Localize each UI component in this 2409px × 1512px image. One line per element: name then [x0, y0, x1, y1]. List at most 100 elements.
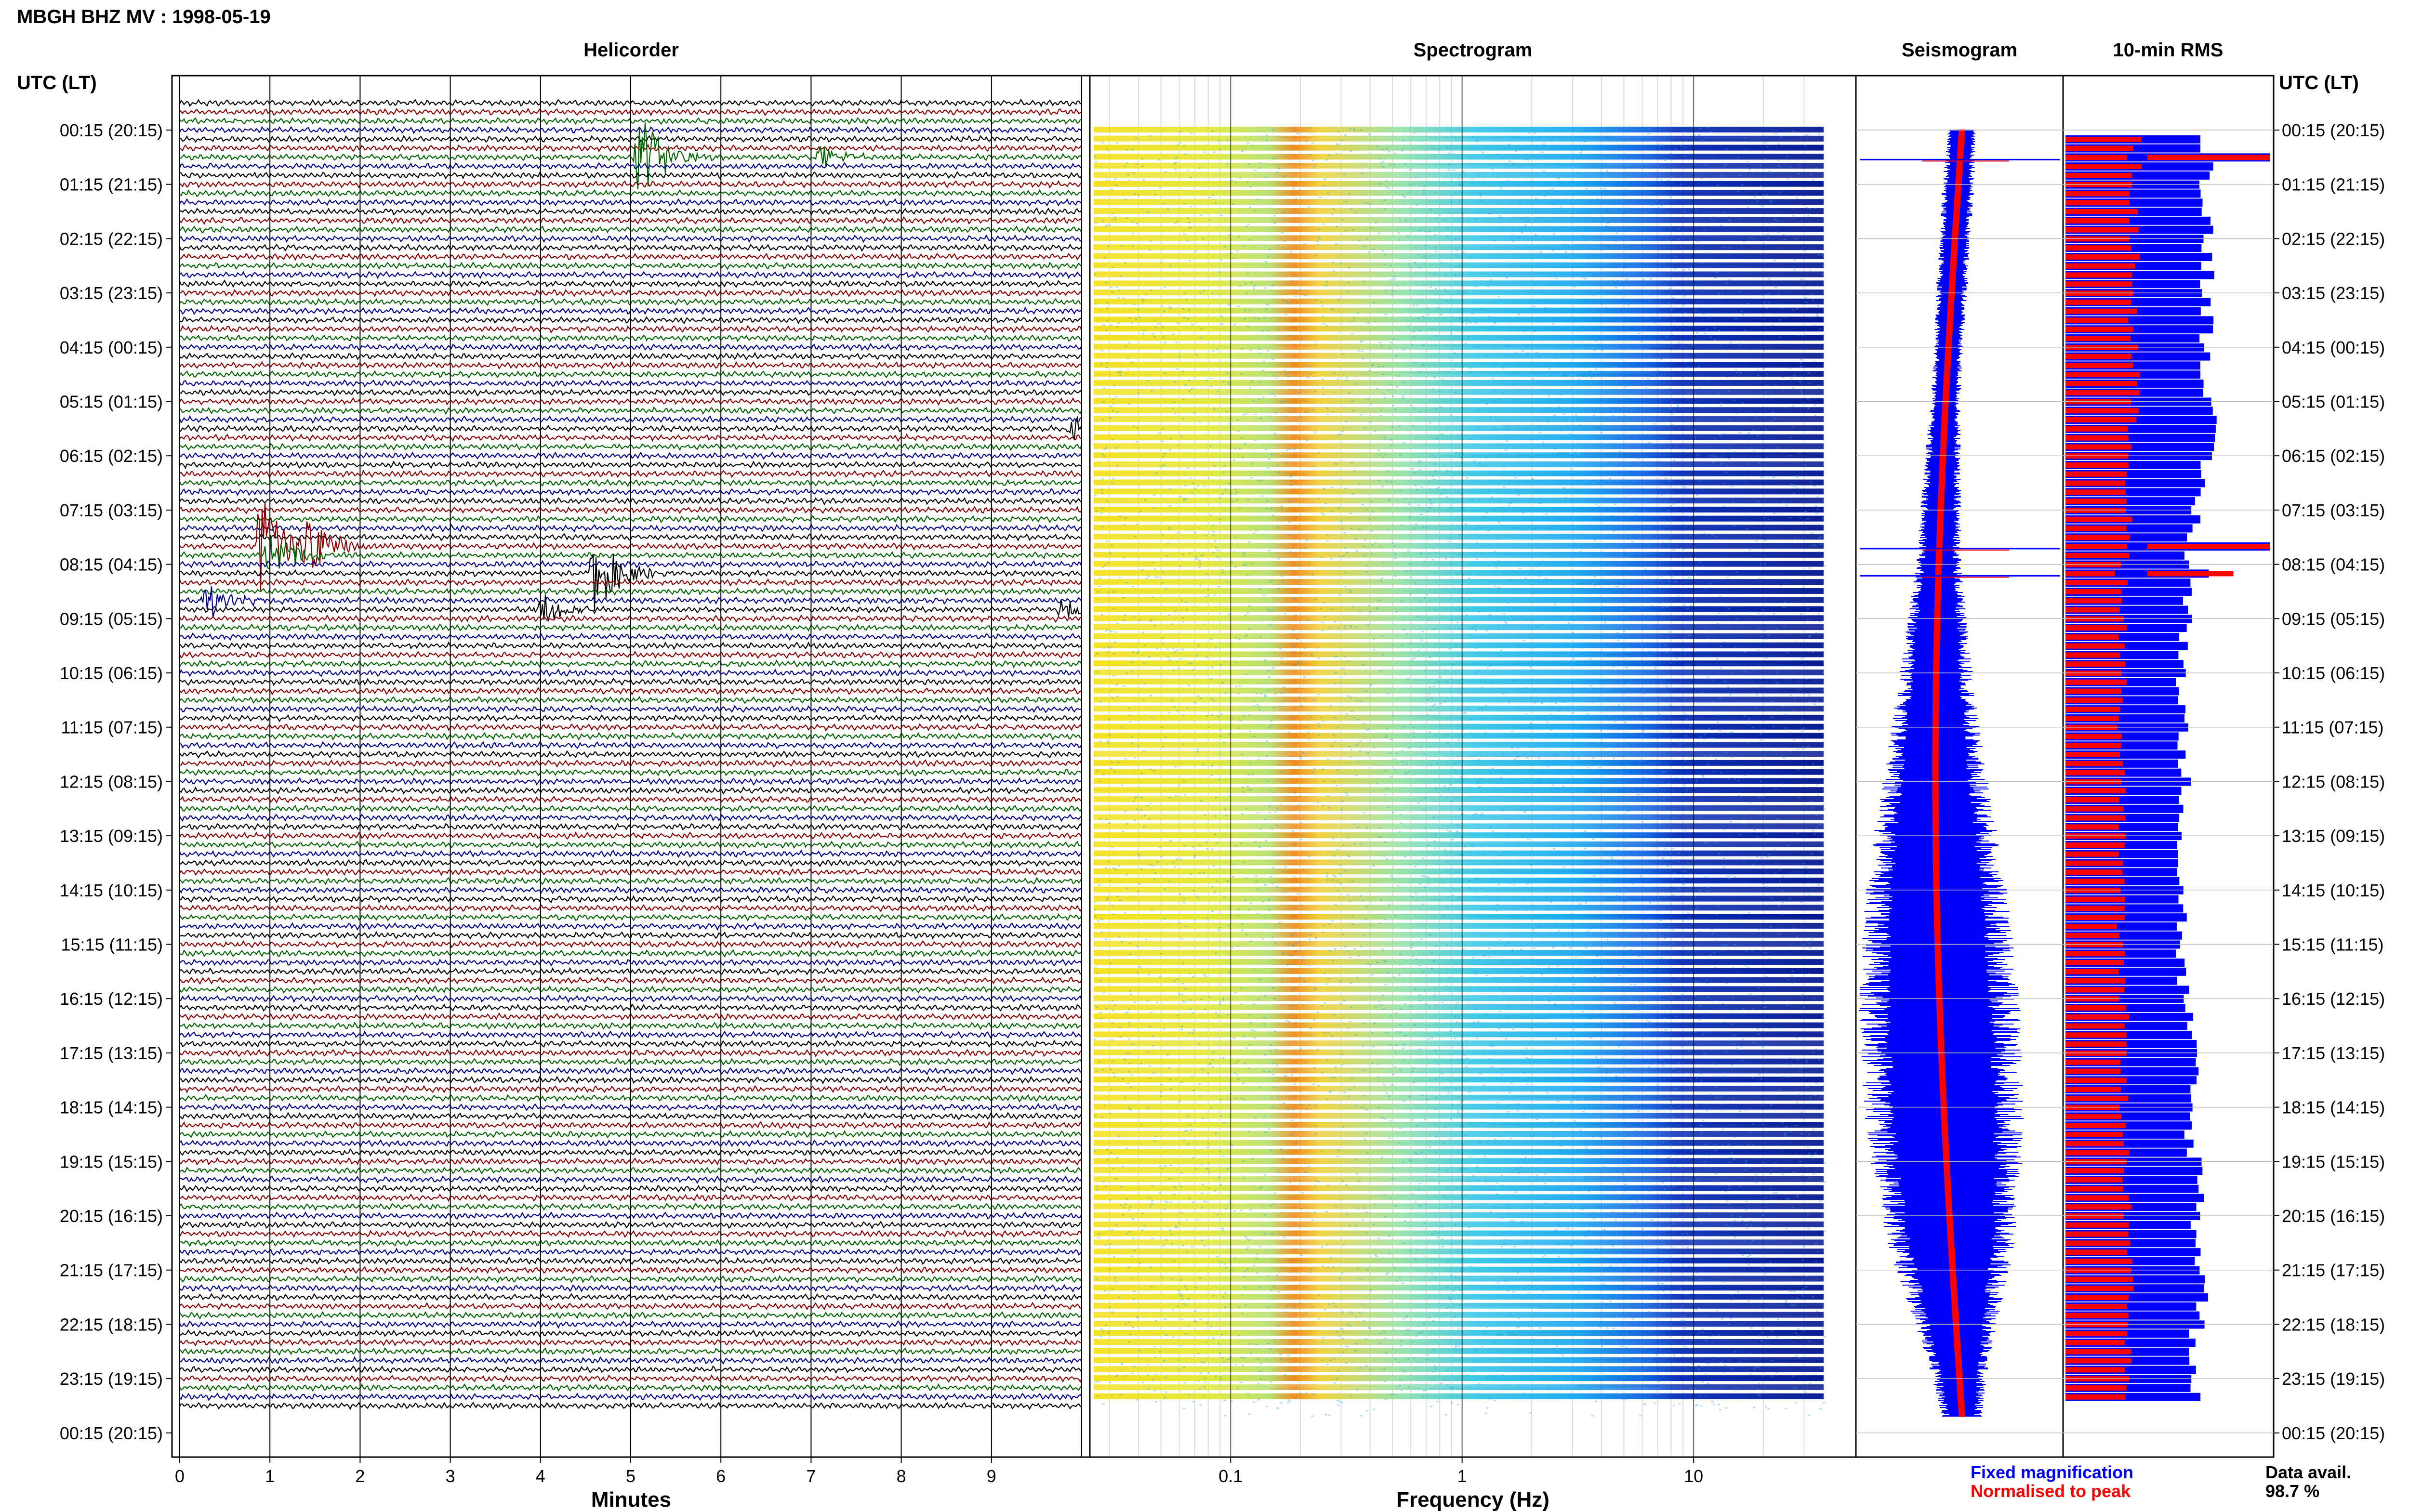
spectrogram-row	[1094, 181, 1824, 187]
rms-bar-normalised	[2065, 218, 2130, 224]
rms-bar-normalised	[2065, 571, 2115, 577]
panel-title-seismogram: Seismogram	[1902, 39, 2017, 61]
rms-bar-normalised	[2065, 499, 2127, 504]
rms-plot	[2065, 135, 2270, 1401]
rms-bar-normalised	[2065, 896, 2125, 902]
spectrogram-row	[1094, 515, 1824, 522]
minute-tick-label: 2	[355, 1466, 365, 1486]
frequency-tick-label: 1	[1457, 1466, 1467, 1486]
spectrogram-row	[1094, 895, 1824, 902]
rms-bar-normalised	[2065, 1204, 2132, 1210]
spectrogram-row	[1094, 742, 1824, 748]
spectrogram-row	[1094, 606, 1824, 612]
rms-bar-normalised	[2065, 1186, 2123, 1192]
left-time-tick-label: 16:15 (12:15)	[60, 989, 163, 1009]
spectrogram-row	[1094, 470, 1824, 476]
spectrogram-row	[1094, 624, 1824, 631]
left-time-tick-label: 02:15 (22:15)	[60, 229, 163, 249]
spectrogram-row	[1094, 208, 1824, 214]
minute-tick-label: 5	[626, 1466, 635, 1486]
spectrogram-row	[1094, 443, 1824, 449]
spectrogram-row	[1094, 498, 1824, 504]
spectrogram-row	[1094, 452, 1824, 459]
spectrogram-row	[1094, 1086, 1824, 1092]
spectrogram-row	[1094, 1230, 1824, 1236]
seismogram-fixed-envelope	[1859, 130, 2024, 1417]
spectrogram-row	[1094, 859, 1824, 866]
spectrogram-row	[1094, 1013, 1824, 1019]
spectrogram-row	[1094, 534, 1824, 540]
rms-bar-normalised	[2065, 788, 2126, 794]
spectrogram-row	[1094, 1302, 1824, 1309]
spectrogram-row	[1094, 190, 1824, 196]
spectrogram-row	[1094, 1257, 1824, 1263]
rms-bar-normalised	[2065, 1195, 2129, 1201]
rms-bar-normalised	[2065, 462, 2129, 468]
right-time-tick-label: 23:15 (19:15)	[2282, 1369, 2385, 1389]
spectrogram-row	[1094, 1131, 1824, 1137]
left-time-tick-label: 09:15 (05:15)	[60, 609, 163, 629]
right-time-tick-label: 07:15 (03:15)	[2282, 500, 2385, 520]
spectrogram-row	[1094, 914, 1824, 920]
helicorder-xlabel: Minutes	[591, 1488, 671, 1512]
left-time-tick-label: 18:15 (14:15)	[60, 1098, 163, 1118]
rms-bar-normalised	[2065, 815, 2126, 821]
spectrogram-row	[1094, 1022, 1824, 1028]
spectrogram-row	[1094, 1321, 1824, 1327]
axis-ticks: 00:15 (20:15) 00:15 (20:15) 01:15 (21:15) 0…	[60, 120, 2385, 1486]
data-avail-value: 98.7 %	[2265, 1481, 2319, 1501]
frequency-tick-label: 0.1	[1218, 1466, 1243, 1486]
spectrogram-row	[1094, 217, 1824, 223]
rms-bar-normalised	[2065, 761, 2123, 766]
spectrogram-row	[1094, 561, 1824, 567]
rms-bar-normalised	[2065, 227, 2139, 233]
rms-bar-normalised	[2065, 444, 2132, 450]
spectrogram-row	[1094, 389, 1824, 395]
right-time-tick-label: 05:15 (01:15)	[2282, 392, 2385, 412]
left-time-tick-label: 13:15 (09:15)	[60, 826, 163, 846]
rms-bar-normalised	[2065, 136, 2142, 142]
spectrogram-row	[1094, 253, 1824, 259]
rms-bar-normalised	[2065, 715, 2119, 721]
spectrogram-row	[1094, 262, 1824, 268]
data-avail-label: Data avail.	[2265, 1462, 2351, 1482]
left-time-tick-label: 10:15 (06:15)	[60, 663, 163, 683]
rms-bar-normalised	[2065, 1240, 2131, 1246]
spectrogram-row	[1094, 714, 1824, 721]
spectrogram-row	[1094, 461, 1824, 467]
spectrogram-row	[1094, 1330, 1824, 1336]
spectrogram-row	[1094, 145, 1824, 151]
right-time-tick-label: 15:15 (11:15)	[2282, 935, 2383, 955]
spectrogram-row	[1094, 1176, 1824, 1182]
spectrogram-row	[1094, 922, 1824, 929]
rms-bar-normalised	[2065, 336, 2131, 342]
spectrogram-row	[1094, 986, 1824, 992]
left-time-heading: UTC (LT)	[17, 72, 97, 93]
spectrogram-row	[1094, 298, 1824, 304]
rms-bar-normalised	[2065, 552, 2130, 558]
spectrogram-row	[1094, 723, 1824, 730]
rms-bar-normalised	[2065, 580, 2128, 586]
rms-bar-normalised	[2065, 372, 2140, 378]
spectrogram-row	[1094, 760, 1824, 766]
rms-bar-normalised	[2065, 1131, 2123, 1137]
rms-bar-normalised	[2065, 1358, 2132, 1364]
spectrogram-row	[1094, 814, 1824, 820]
spectrogram-row	[1094, 660, 1824, 667]
spectrogram-row	[1094, 154, 1824, 160]
right-time-tick-label: 14:15 (10:15)	[2282, 881, 2385, 900]
rms-bar-normalised	[2065, 489, 2126, 495]
spectrogram-row	[1094, 488, 1824, 495]
rms-bar-normalised	[2065, 652, 2120, 658]
spectrogram-row	[1094, 371, 1824, 377]
rms-bar-normalised	[2065, 625, 2127, 631]
right-time-tick-label: 20:15 (16:15)	[2282, 1206, 2385, 1226]
right-time-tick-label: 16:15 (12:15)	[2282, 989, 2385, 1009]
rms-bar-normalised	[2065, 254, 2140, 260]
rms-bar-normalised	[2065, 679, 2127, 685]
rms-bar-normalised	[2065, 1059, 2120, 1065]
left-time-tick-label: 17:15 (13:15)	[60, 1043, 163, 1063]
spectrogram-row	[1094, 135, 1824, 142]
spectrogram-row	[1094, 905, 1824, 911]
rms-bar-normalised	[2065, 1276, 2133, 1282]
